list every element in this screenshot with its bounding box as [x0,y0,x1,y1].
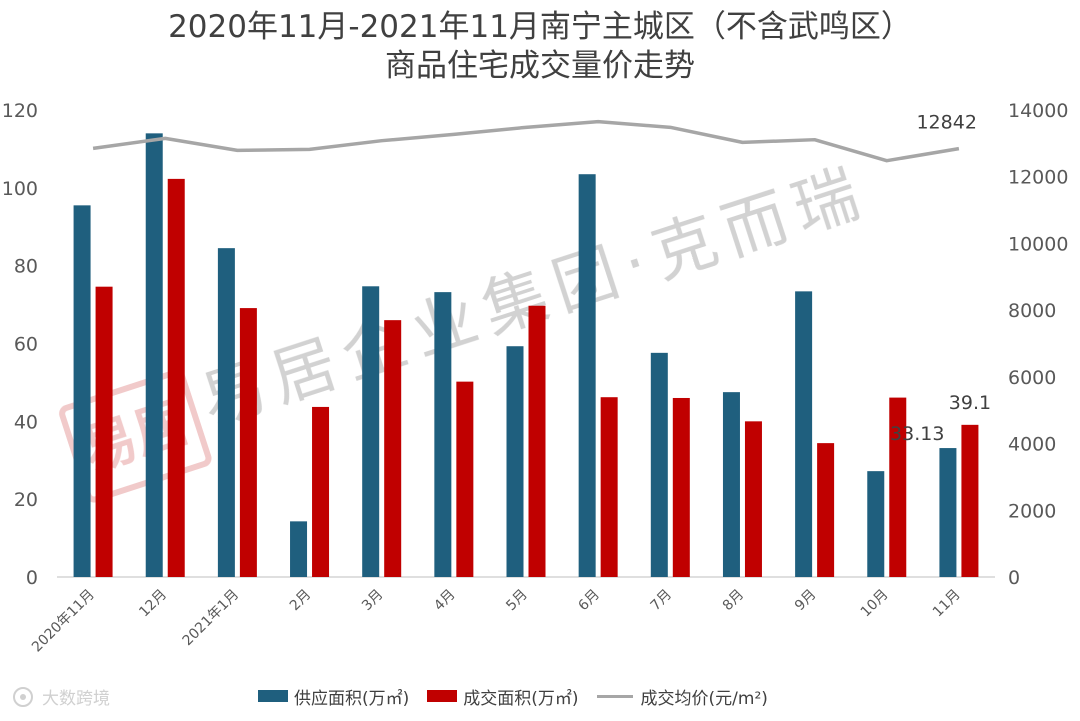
legend-label-deal: 成交面积(万㎡) [463,688,579,709]
y-left-tick-label: 0 [26,567,38,589]
brand-watermark: 大数跨境 [12,684,110,709]
legend-item-price: 成交均价(元/m²) [596,684,768,709]
x-tick-label: 3月 [359,587,387,615]
supply-bar [578,174,596,577]
deal-bar [239,308,257,577]
supply-bar [73,205,91,578]
legend-item-deal: 成交面积(万㎡) [427,684,579,709]
supply-bar [145,133,163,577]
legend-label-supply: 供应面积(万㎡) [294,688,410,709]
deal-bar [384,320,402,577]
x-tick-label: 2月 [287,587,315,615]
legend-swatch-deal [427,690,458,702]
price-line [92,119,960,163]
y-left-tick-label: 60 [14,334,38,356]
supply-bar [434,292,452,577]
y-right-tick-label: 10000 [1008,233,1068,255]
price-line-path [92,119,960,163]
y-left-tick-label: 20 [14,489,38,511]
x-tick-label: 12月 [136,587,170,621]
deal-bar [600,397,618,577]
x-tick-label: 2021年1月 [180,587,243,650]
price-data-label: 12842 [916,112,976,134]
supply-bar [506,346,524,577]
deal-data-label: 39.1 [949,392,991,414]
deal-bar [95,286,113,577]
deal-bar [167,178,185,577]
y-right-tick-label: 6000 [1008,367,1056,389]
y-right-tick-label: 8000 [1008,300,1056,322]
deal-bar [817,443,835,577]
x-tick-label: 2020年11月 [29,587,98,656]
deal-bar [528,305,546,577]
deal-bar [889,397,907,577]
x-tick-label: 4月 [431,587,459,615]
legend-swatch-supply [258,690,288,702]
x-tick-label: 9月 [792,587,820,615]
y-left-tick-label: 80 [14,256,38,278]
x-tick-label: 7月 [648,587,676,615]
supply-bar [939,448,957,577]
supply-bar [362,286,380,577]
x-tick-label: 8月 [720,587,748,615]
brand-logo-icon [13,686,33,707]
x-tick-label: 5月 [503,587,531,615]
deal-bar [456,381,474,577]
y-left-tick-label: 100 [2,178,38,200]
y-right-tick-label: 14000 [1008,100,1068,122]
legend-swatch-price [596,694,633,698]
supply-bar [217,248,235,577]
supply-bar [867,471,885,577]
y-left-tick-label: 120 [2,100,38,122]
chart-title-line1: 2020年11月-2021年11月南宁主城区（不含武鸣区） [168,9,912,45]
deal-bar [312,406,330,577]
x-tick-label: 6月 [575,587,603,615]
deal-bar [672,397,690,577]
bars [73,133,979,578]
deal-bar [961,424,979,577]
deal-bar [744,421,762,577]
y-right-tick-label: 0 [1008,567,1020,589]
x-tick-label: 10月 [858,587,892,621]
legend-item-supply: 供应面积(万㎡) [258,684,409,709]
chart-title-line2: 商品住宅成交量价走势 [385,48,695,84]
brand-name: 大数跨境 [42,689,110,709]
y-right-tick-label: 2000 [1008,500,1056,522]
supply-data-label: 33.13 [890,423,944,445]
y-right-tick-label: 4000 [1008,434,1056,456]
supply-bar [290,521,308,577]
y-left-tick-label: 40 [14,411,38,433]
y-right-tick-label: 12000 [1008,167,1068,189]
supply-bar [722,392,740,577]
legend: 供应面积(万㎡) 成交面积(万㎡) 成交均价(元/m²) [258,684,786,709]
supply-bar [795,291,813,577]
supply-bar [650,352,668,577]
x-tick-label: 11月 [930,587,964,621]
legend-label-price: 成交均价(元/m²) [640,688,768,709]
